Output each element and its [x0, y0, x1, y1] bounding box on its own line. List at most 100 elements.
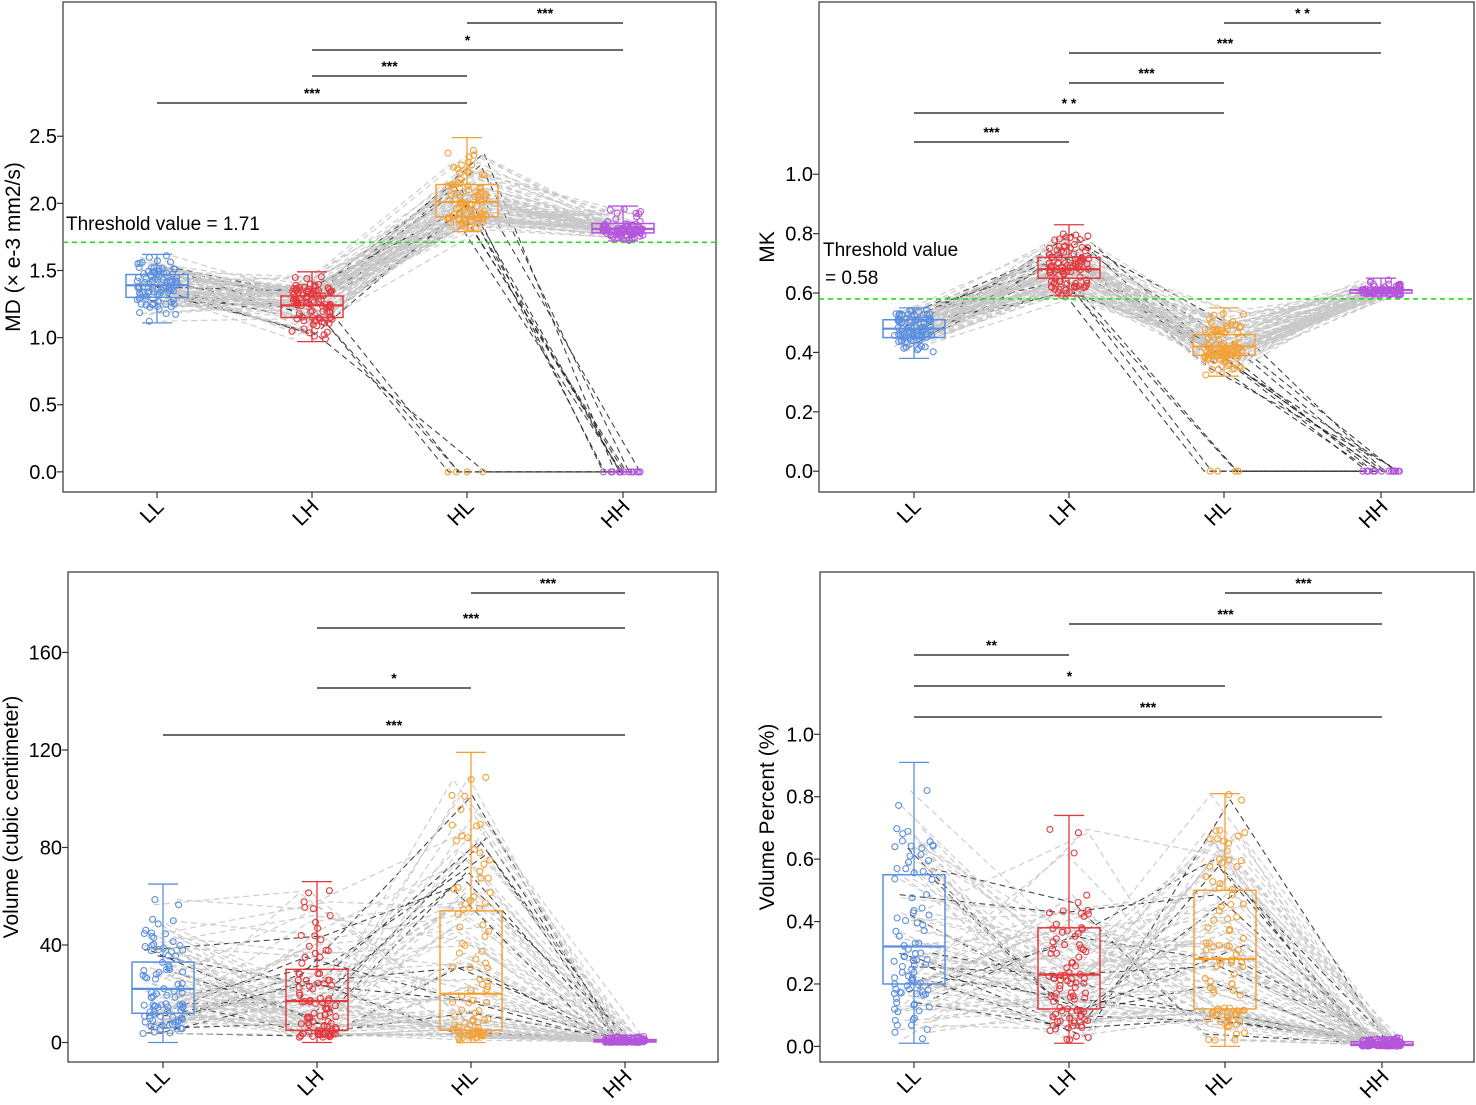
subject-line [146, 987, 623, 1038]
data-point-lh [1071, 983, 1079, 991]
data-point-hh [633, 468, 641, 476]
data-point-ll [917, 850, 925, 859]
subject-line [164, 899, 622, 1040]
data-point-lh [1080, 979, 1088, 987]
data-point-ll [904, 858, 913, 866]
subject-line [912, 915, 1366, 1043]
data-point-lh [300, 325, 308, 333]
subject-line [175, 196, 640, 326]
subject-line [905, 283, 1381, 336]
data-point-ll [902, 865, 910, 873]
data-point-hl [1206, 835, 1214, 843]
significance-label: *** [1217, 35, 1234, 51]
data-point-hl [479, 468, 487, 476]
subject-line [905, 840, 1399, 1046]
data-point-hl [448, 791, 456, 799]
data-point-hl [1224, 915, 1232, 923]
data-point-ll [140, 929, 148, 938]
data-point-hl [1207, 332, 1215, 340]
data-point-ll [143, 974, 151, 982]
data-point-lh [1069, 992, 1077, 1000]
subject-line [174, 1001, 606, 1043]
data-point-lh [298, 959, 306, 967]
subject-line [894, 262, 1387, 358]
data-point-hl [1205, 315, 1214, 323]
data-point-lh [1076, 1012, 1084, 1020]
subject-line [167, 913, 644, 1040]
subject-line [901, 286, 1401, 361]
data-point-ll [143, 292, 151, 300]
data-point-hl [456, 169, 464, 177]
data-point-ll [141, 942, 149, 951]
data-point-lh [309, 1018, 317, 1026]
data-point-hl [1214, 467, 1222, 475]
data-point-ll [178, 979, 186, 988]
data-point-hl [475, 1007, 483, 1015]
data-point-ll [909, 957, 918, 965]
data-point-hl [449, 998, 457, 1006]
data-point-ll [151, 896, 159, 904]
data-point-hl [1223, 1023, 1231, 1031]
data-point-hl [451, 1021, 459, 1029]
data-point-hl [1225, 791, 1233, 799]
data-point-ll [917, 343, 925, 351]
data-point-ll [150, 1008, 158, 1016]
data-point-lh [1073, 1006, 1081, 1014]
subject-line [903, 930, 1391, 1041]
data-point-lh [313, 322, 321, 330]
data-point-hl [463, 1031, 471, 1039]
data-point-lh [1046, 825, 1054, 833]
data-point-ll [169, 938, 177, 946]
data-point-hh [1392, 467, 1400, 475]
data-point-lh [1053, 246, 1061, 254]
data-point-hl [1231, 1036, 1239, 1044]
data-point-ll [896, 988, 904, 996]
data-point-lh [1056, 1003, 1064, 1011]
subject-line [894, 239, 1399, 360]
box-hl [1193, 792, 1257, 1048]
subject-line [903, 279, 1399, 362]
data-point-ll [900, 329, 908, 337]
subject-line [140, 192, 609, 323]
subject-line-dark [931, 867, 1367, 1044]
data-point-lh [1084, 1016, 1092, 1025]
data-point-hl [1212, 827, 1220, 835]
y-tick-label: 0.0 [29, 462, 57, 484]
data-point-ll [150, 1028, 158, 1036]
data-point-hl [455, 215, 463, 223]
data-point-hl [1234, 467, 1243, 475]
data-point-ll [898, 311, 907, 319]
data-point-hl [1202, 371, 1210, 379]
subject-line [163, 906, 642, 1043]
data-point-lh [295, 310, 303, 318]
data-point-lh [317, 273, 325, 281]
data-point-hl [464, 182, 472, 190]
subject-line [907, 882, 1397, 1043]
data-point-ll [174, 980, 182, 988]
data-point-hh [636, 468, 644, 476]
data-point-hl [1235, 324, 1244, 332]
data-point-hl [1207, 319, 1215, 327]
y-tick-label: 0.5 [29, 395, 57, 417]
data-point-lh [1083, 260, 1091, 268]
data-point-lh [295, 970, 303, 978]
data-point-lh [291, 273, 299, 282]
data-point-hh [1376, 291, 1384, 299]
significance-label: *** [381, 58, 398, 74]
data-point-lh [325, 976, 334, 984]
subject-line [162, 202, 633, 302]
data-point-hl [486, 889, 494, 897]
data-point-ll [147, 1022, 155, 1030]
box-iqr [280, 295, 344, 319]
subject-line-dark [181, 877, 635, 1043]
data-point-lh [1049, 925, 1057, 933]
data-point-lh [1077, 1022, 1085, 1030]
data-point-ll [893, 864, 901, 873]
subject-line [170, 935, 624, 1043]
subject-line [916, 247, 1365, 337]
data-point-ll [924, 986, 932, 994]
data-point-hl [473, 202, 481, 211]
data-point-ll [157, 1001, 165, 1009]
data-point-hl [1225, 927, 1233, 935]
